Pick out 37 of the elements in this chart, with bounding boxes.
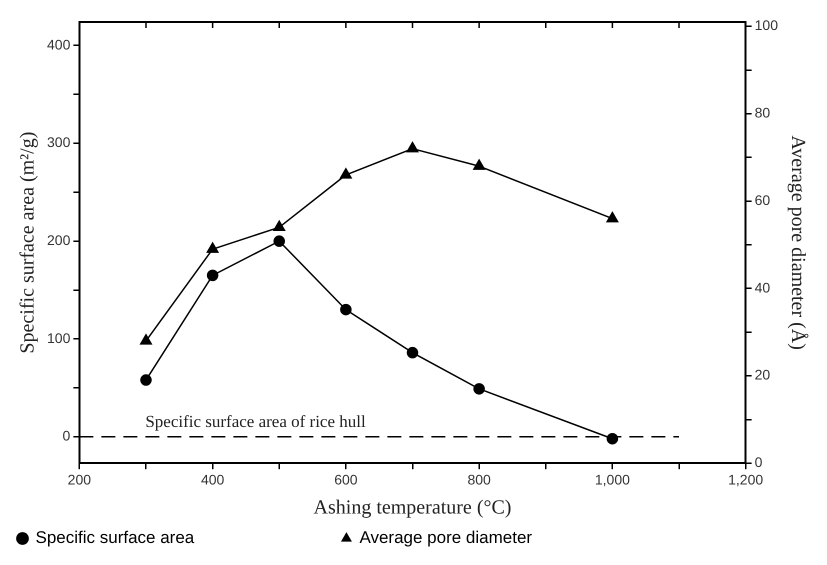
point — [273, 220, 286, 232]
y-tick-label: 0 — [62, 428, 71, 444]
y2-tick-label: 20 — [754, 366, 770, 383]
x-tick-label: 400 — [200, 471, 225, 488]
y-tick-label: 200 — [47, 232, 71, 248]
y-axis-title: Specific surface area (m²/g) — [16, 132, 38, 354]
y2-axis-title: Average pore diameter (Å) — [786, 135, 809, 350]
point — [140, 374, 152, 386]
point — [340, 168, 352, 179]
x-tick-label: 200 — [68, 471, 92, 488]
y-tick-label: 100 — [47, 330, 71, 346]
point — [206, 270, 218, 282]
point — [140, 334, 152, 345]
y2-tick-label: 60 — [754, 192, 770, 208]
x-tick-label: 800 — [467, 471, 492, 488]
x-tick-label: 1,000 — [594, 471, 630, 488]
series-label: Specific surface area of rice hull — [145, 412, 366, 431]
x-tick-label: 1,200 — [728, 471, 764, 488]
point — [606, 212, 618, 222]
legend-label: Average pore diameter — [359, 528, 674, 548]
y-tick-label: 400 — [47, 36, 71, 52]
point — [340, 304, 352, 316]
y2-tick-label: 0 — [754, 454, 763, 470]
y2-tick-label: 40 — [754, 279, 770, 296]
y2-tick-label: 100 — [754, 17, 778, 34]
y2-tick-label: 80 — [754, 104, 770, 121]
point — [473, 159, 486, 170]
point — [206, 242, 219, 253]
y-tick-label: 300 — [47, 134, 71, 150]
point — [406, 142, 418, 152]
x-tick-label: 600 — [334, 471, 358, 488]
point — [473, 383, 485, 395]
point — [273, 235, 285, 247]
legend-label: Specific surface area — [36, 528, 336, 548]
x-axis-title: Ashing temperature (°C) — [314, 496, 512, 518]
point — [606, 432, 618, 444]
point — [406, 346, 418, 358]
